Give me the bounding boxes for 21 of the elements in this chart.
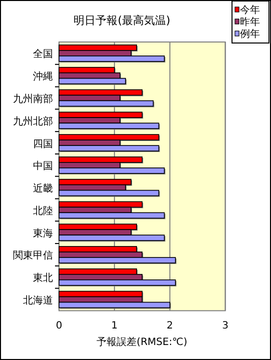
y-tick-label: 東北 xyxy=(33,272,53,284)
legend-label: 今年 xyxy=(240,4,260,16)
legend-label: 例年 xyxy=(240,28,260,40)
y-tick-label: 沖縄 xyxy=(33,70,53,83)
x-axis-title: 予報誤差(RMSE:℃) xyxy=(96,336,188,348)
y-tick-label: 四国 xyxy=(33,138,53,150)
x-tick-label: 3 xyxy=(222,320,228,332)
y-tick-label: 九州南部 xyxy=(13,92,53,105)
y-tick-label: 中国 xyxy=(33,160,53,172)
y-tick-label: 東海 xyxy=(33,227,53,240)
chart-title: 明日予報(最高気温) xyxy=(74,14,170,27)
y-tick-label: 北陸 xyxy=(33,204,53,217)
x-tick-label: 2 xyxy=(166,320,174,332)
y-tick-label: 関東甲信 xyxy=(13,250,53,262)
x-tick-label: 0 xyxy=(56,320,62,332)
y-tick-label: 全国 xyxy=(33,48,53,60)
legend-label: 昨年 xyxy=(240,16,260,28)
y-tick-label: 近畿 xyxy=(33,182,53,195)
x-tick-label: 1 xyxy=(111,320,118,332)
y-tick-label: 北海道 xyxy=(23,294,53,307)
y-tick-label: 九州北部 xyxy=(13,115,53,128)
